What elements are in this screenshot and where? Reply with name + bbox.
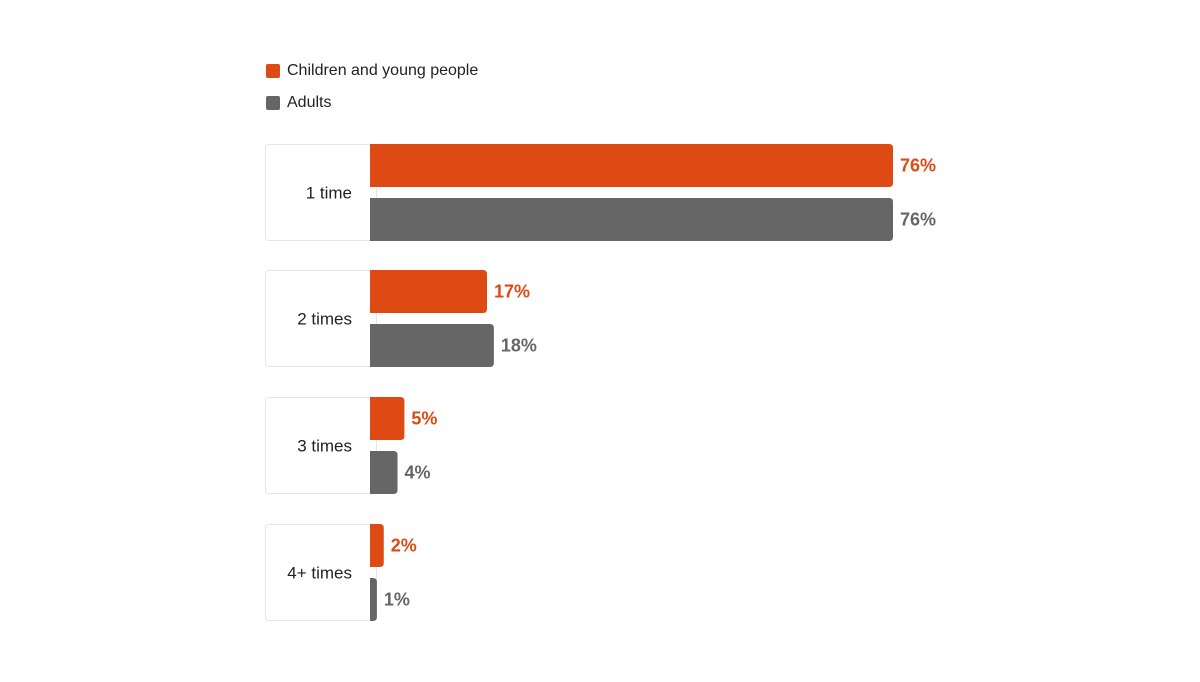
legend-swatch-adults [266,96,280,110]
value-label-children: 17% [494,282,530,302]
value-label-adults: 76% [900,210,936,230]
legend-item-adults: Adults [266,92,478,114]
category-label: 4+ times [287,564,352,583]
value-label-children: 5% [411,409,437,429]
bar-children [370,397,405,440]
legend-item-children: Children and young people [266,60,478,82]
legend-label-adults: Adults [287,94,332,111]
category-box [265,524,377,621]
value-label-children: 2% [391,536,417,556]
legend-label-children: Children and young people [287,62,479,79]
bar-children [370,270,487,313]
value-label-children: 76% [900,156,936,176]
bar-adults [370,578,377,621]
legend-swatch-children [266,64,280,78]
category-box [265,397,377,494]
bar-adults [370,451,398,494]
category-box [265,270,377,367]
bar-adults [370,198,893,241]
value-label-adults: 18% [501,336,537,356]
category-label: 2 times [297,310,352,329]
bar-adults [370,324,494,367]
category-box [265,144,377,241]
bar-children [370,144,893,187]
value-label-adults: 4% [405,463,431,483]
bar-children [370,524,384,567]
legend: Children and young people Adults [266,60,478,124]
category-label: 1 time [306,184,352,203]
value-label-adults: 1% [384,590,410,610]
category-label: 3 times [297,437,352,456]
